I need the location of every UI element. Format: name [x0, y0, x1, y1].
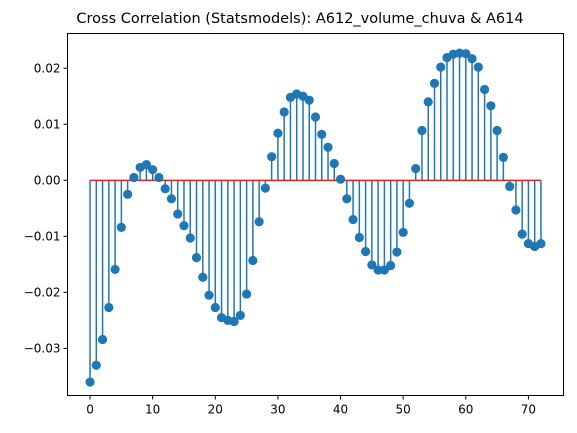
- stem-marker: [424, 97, 433, 106]
- stem-marker: [280, 107, 289, 116]
- y-tick-label: −0.03: [24, 342, 61, 356]
- x-tick-label: 10: [145, 403, 160, 417]
- stem-marker: [123, 190, 132, 199]
- stem-marker: [173, 209, 182, 218]
- y-tick-label: −0.02: [24, 286, 61, 300]
- stem-marker: [411, 164, 420, 173]
- stem-marker: [98, 335, 107, 344]
- plot-frame: [68, 34, 564, 396]
- stem-marker: [211, 303, 220, 312]
- stem-marker: [85, 377, 94, 386]
- stem-marker: [436, 63, 445, 72]
- stem-marker: [317, 130, 326, 139]
- stem-marker: [518, 230, 527, 239]
- x-tick-label: 50: [396, 403, 411, 417]
- stem-marker: [323, 143, 332, 152]
- stem-marker: [248, 256, 257, 265]
- stem-marker: [430, 79, 439, 88]
- stem-marker: [154, 173, 163, 182]
- plot-area: [85, 49, 545, 387]
- x-axis: 0 10 20 30 40 50 60 70: [86, 396, 536, 417]
- stem-marker: [129, 173, 138, 182]
- stem-marker: [348, 215, 357, 224]
- stem-marker: [493, 126, 502, 135]
- stem-marker: [117, 223, 126, 232]
- stem-marker: [355, 233, 364, 242]
- x-tick-label: 0: [86, 403, 94, 417]
- stem-marker: [110, 265, 119, 274]
- x-tick-label: 60: [458, 403, 473, 417]
- stem-marker: [305, 96, 314, 105]
- stem-marker: [104, 303, 113, 312]
- stem-marker: [480, 85, 489, 94]
- stem-marker: [267, 152, 276, 161]
- stem-marker: [392, 247, 401, 256]
- stem-marker: [242, 289, 251, 298]
- stem-marker: [417, 126, 426, 135]
- stem-marker: [386, 261, 395, 270]
- stem-marker: [536, 239, 545, 248]
- x-tick-label: 20: [208, 403, 223, 417]
- stem-marker: [192, 253, 201, 262]
- stem-marker: [179, 221, 188, 230]
- x-tick-label: 40: [333, 403, 348, 417]
- y-axis: −0.03 −0.02 −0.01 0.00 0.01 0.02: [24, 62, 68, 356]
- stem-marker: [161, 184, 170, 193]
- stem-marker: [486, 101, 495, 110]
- y-tick-label: −0.01: [24, 230, 61, 244]
- stem-marker: [255, 217, 264, 226]
- stem-marker: [236, 311, 245, 320]
- stem-marker: [342, 194, 351, 203]
- stem-marker: [336, 175, 345, 184]
- stem-marker: [330, 159, 339, 168]
- stem-marker: [311, 112, 320, 121]
- stem-marker: [167, 194, 176, 203]
- stem-marker: [204, 291, 213, 300]
- stem-marker: [148, 165, 157, 174]
- x-tick-label: 70: [521, 403, 536, 417]
- y-tick-label: 0.01: [34, 118, 61, 132]
- stem-marker: [186, 233, 195, 242]
- stem-marker: [511, 205, 520, 214]
- stem-marker: [499, 153, 508, 162]
- stem-marker: [467, 54, 476, 63]
- stem-marker: [399, 228, 408, 237]
- stem-marker: [273, 129, 282, 138]
- stem-marker: [405, 199, 414, 208]
- stem-marker: [474, 63, 483, 72]
- stem-marker: [505, 182, 514, 191]
- x-tick-label: 30: [270, 403, 285, 417]
- stem-marker: [261, 184, 270, 193]
- y-tick-label: 0.00: [34, 174, 61, 188]
- y-tick-label: 0.02: [34, 62, 61, 76]
- stem-marker: [361, 247, 370, 256]
- chart-title: Cross Correlation (Statsmodels): A612_vo…: [76, 11, 523, 27]
- stem-marker: [92, 361, 101, 370]
- stem-marker: [198, 273, 207, 282]
